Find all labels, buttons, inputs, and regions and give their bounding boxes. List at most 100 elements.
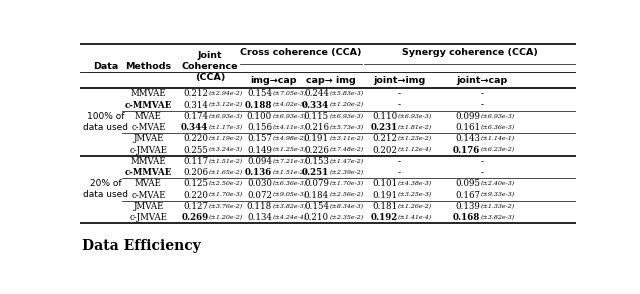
- Text: 0.095: 0.095: [455, 179, 480, 188]
- Text: (±1.26e-2): (±1.26e-2): [398, 204, 432, 209]
- Text: 0.216: 0.216: [304, 123, 329, 132]
- Text: 0.101: 0.101: [372, 179, 397, 188]
- Text: 0.072: 0.072: [247, 191, 272, 200]
- Text: (±2.40e-3): (±2.40e-3): [481, 181, 515, 186]
- Text: JMVAE: JMVAE: [133, 134, 164, 143]
- Text: (±4.38e-3): (±4.38e-3): [398, 181, 432, 186]
- Text: 0.188: 0.188: [244, 101, 272, 110]
- Text: 0.231: 0.231: [370, 123, 397, 132]
- Text: 0.110: 0.110: [372, 112, 397, 121]
- Text: (±9.33e-3): (±9.33e-3): [481, 193, 515, 198]
- Text: Joint
Coherence
(CCA): Joint Coherence (CCA): [182, 51, 238, 82]
- Text: 0.134: 0.134: [247, 213, 272, 222]
- Text: (±4.11e-3): (±4.11e-3): [273, 125, 307, 130]
- Text: (±3.82e-3): (±3.82e-3): [481, 215, 515, 220]
- Text: 0.157: 0.157: [247, 134, 272, 143]
- Text: 0.161: 0.161: [455, 123, 480, 132]
- Text: (±3.25e-3): (±3.25e-3): [398, 193, 432, 198]
- Text: -: -: [397, 168, 401, 177]
- Text: (±3.76e-2): (±3.76e-2): [209, 204, 243, 209]
- Text: c-MVAE: c-MVAE: [131, 191, 166, 200]
- Text: (±2.35e-2): (±2.35e-2): [330, 215, 364, 220]
- Text: (±9.05e-3): (±9.05e-3): [273, 193, 307, 198]
- Text: (±7.05e-3): (±7.05e-3): [273, 91, 307, 96]
- Text: MVAE: MVAE: [135, 112, 162, 121]
- Text: 0.255: 0.255: [184, 146, 209, 155]
- Text: c-MVAE: c-MVAE: [131, 123, 166, 132]
- Text: 0.181: 0.181: [372, 202, 397, 211]
- Text: (±6.93e-3): (±6.93e-3): [209, 114, 243, 119]
- Text: c-JMVAE: c-JMVAE: [129, 146, 168, 155]
- Text: 0.314: 0.314: [184, 101, 209, 110]
- Text: 0.094: 0.094: [247, 157, 272, 166]
- Text: Synergy coherence (CCA): Synergy coherence (CCA): [402, 48, 538, 57]
- Text: (±5.73e-3): (±5.73e-3): [330, 125, 364, 130]
- Text: 0.191: 0.191: [372, 191, 397, 200]
- Text: c-JMVAE: c-JMVAE: [129, 213, 168, 222]
- Text: (±3.24e-3): (±3.24e-3): [209, 148, 243, 153]
- Text: (±1.51e-2): (±1.51e-2): [273, 170, 307, 175]
- Text: (±2.56e-2): (±2.56e-2): [330, 193, 364, 198]
- Text: (±4.98e-2): (±4.98e-2): [273, 136, 307, 141]
- Text: joint→cap: joint→cap: [456, 76, 508, 85]
- Text: MMVAE: MMVAE: [131, 89, 166, 98]
- Text: 0.220: 0.220: [184, 191, 209, 200]
- Text: 0.226: 0.226: [304, 146, 329, 155]
- Text: -: -: [397, 101, 401, 110]
- Text: 0.251: 0.251: [301, 168, 329, 177]
- Text: (±1.65e-2): (±1.65e-2): [209, 170, 243, 175]
- Text: 0.184: 0.184: [304, 191, 329, 200]
- Text: Data: Data: [93, 62, 118, 71]
- Text: (±6.93e-3): (±6.93e-3): [273, 114, 307, 119]
- Text: 0.125: 0.125: [184, 179, 209, 188]
- Text: 0.269: 0.269: [181, 213, 209, 222]
- Text: 0.127: 0.127: [184, 202, 209, 211]
- Text: 0.117: 0.117: [183, 157, 209, 166]
- Text: 0.202: 0.202: [372, 146, 397, 155]
- Text: 0.176: 0.176: [453, 146, 480, 155]
- Text: 0.244: 0.244: [304, 89, 329, 98]
- Text: 100% of
data used: 100% of data used: [83, 112, 128, 132]
- Text: (±6.23e-2): (±6.23e-2): [481, 148, 515, 153]
- Text: 0.118: 0.118: [246, 202, 272, 211]
- Text: 0.344: 0.344: [181, 123, 209, 132]
- Text: (±3.82e-3): (±3.82e-3): [273, 204, 307, 209]
- Text: (±5.83e-3): (±5.83e-3): [330, 91, 364, 96]
- Text: -: -: [480, 157, 483, 166]
- Text: 0.192: 0.192: [370, 213, 397, 222]
- Text: -: -: [480, 89, 483, 98]
- Text: (±1.41e-4): (±1.41e-4): [398, 215, 432, 220]
- Text: 0.154: 0.154: [247, 89, 272, 98]
- Text: 0.156: 0.156: [247, 123, 272, 132]
- Text: (±6.36e-3): (±6.36e-3): [481, 125, 515, 130]
- Text: 0.167: 0.167: [455, 191, 480, 200]
- Text: -: -: [480, 168, 483, 177]
- Text: (±1.17e-3): (±1.17e-3): [209, 125, 243, 130]
- Text: (±6.36e-3): (±6.36e-3): [273, 181, 307, 186]
- Text: 0.099: 0.099: [455, 112, 480, 121]
- Text: JMVAE: JMVAE: [133, 202, 164, 211]
- Text: (±1.81e-2): (±1.81e-2): [398, 125, 432, 130]
- Text: 0.079: 0.079: [304, 179, 329, 188]
- Text: MMVAE: MMVAE: [131, 157, 166, 166]
- Text: (±1.20e-2): (±1.20e-2): [330, 102, 364, 108]
- Text: 0.115: 0.115: [304, 112, 329, 121]
- Text: (±4.02e-3): (±4.02e-3): [273, 102, 307, 108]
- Text: (±7.21e-3): (±7.21e-3): [273, 159, 307, 164]
- Text: (±1.12e-4): (±1.12e-4): [398, 148, 432, 153]
- Text: (±3.11e-2): (±3.11e-2): [330, 136, 364, 141]
- Text: 0.100: 0.100: [246, 112, 272, 121]
- Text: joint→img: joint→img: [373, 76, 425, 85]
- Text: 0.153: 0.153: [304, 157, 329, 166]
- Text: (±3.12e-2): (±3.12e-2): [209, 102, 243, 108]
- Text: (±4.24e-4): (±4.24e-4): [273, 215, 307, 220]
- Text: (±2.94e-2): (±2.94e-2): [209, 91, 243, 96]
- Text: 0.220: 0.220: [184, 134, 209, 143]
- Text: c-MMVAE: c-MMVAE: [125, 168, 172, 177]
- Text: img→cap: img→cap: [250, 76, 297, 85]
- Text: -: -: [480, 101, 483, 110]
- Text: 0.154: 0.154: [304, 202, 329, 211]
- Text: Data Efficiency: Data Efficiency: [83, 239, 202, 253]
- Text: c-MMVAE: c-MMVAE: [125, 101, 172, 110]
- Text: 20% of
data used: 20% of data used: [83, 179, 128, 199]
